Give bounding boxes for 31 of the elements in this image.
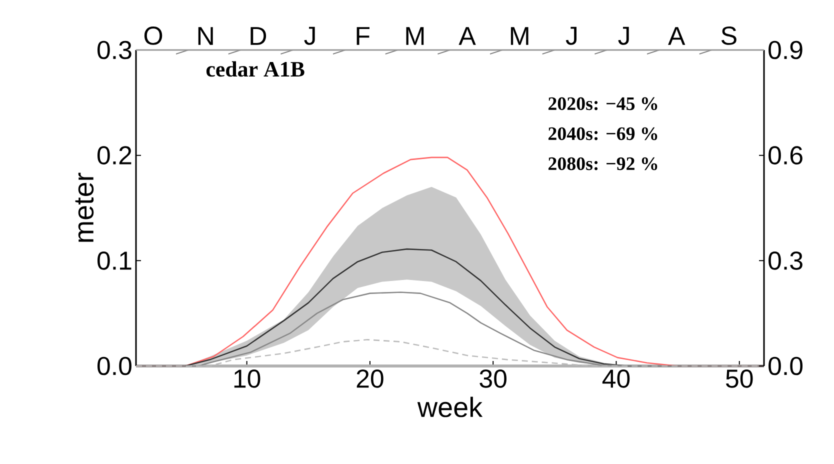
x-tick-label: 10 bbox=[234, 370, 260, 388]
text: O bbox=[144, 26, 162, 45]
text: M bbox=[510, 27, 528, 45]
x-tick-label: 20 bbox=[356, 370, 384, 388]
y-axis-title: meter bbox=[75, 172, 94, 242]
x-tick-label: 50 bbox=[726, 370, 753, 388]
annotation: 2080s: −92 % bbox=[548, 157, 658, 170]
text: S bbox=[721, 26, 736, 45]
text: J bbox=[304, 26, 315, 45]
text: M bbox=[406, 27, 424, 45]
text: J bbox=[566, 26, 576, 45]
x-tick-label: 30 bbox=[480, 370, 506, 388]
text: A bbox=[458, 27, 476, 45]
x-tick-label: 40 bbox=[602, 370, 630, 388]
y2-tick-label: 0.3 bbox=[768, 251, 802, 270]
x-axis-title: week bbox=[417, 396, 483, 418]
y-tick-label: 0.2 bbox=[97, 146, 132, 164]
annotation: 2020s: −45 % bbox=[548, 97, 658, 110]
y2-tick-label: 0.6 bbox=[768, 146, 802, 165]
annotation: 2040s: −69 % bbox=[548, 127, 658, 140]
y2-tick-label: 0.9 bbox=[768, 40, 802, 60]
chart-title: cedar A1B bbox=[206, 61, 304, 77]
text: D bbox=[250, 27, 266, 45]
text: F bbox=[356, 27, 370, 45]
text: A bbox=[668, 27, 686, 45]
y-tick-label: 0.1 bbox=[97, 251, 132, 270]
y2-tick-label: 0.0 bbox=[768, 356, 803, 376]
y-tick-label: 0.3 bbox=[97, 40, 132, 60]
text: J bbox=[618, 26, 629, 45]
text: N bbox=[198, 27, 213, 45]
y-tick-label: 0.0 bbox=[97, 356, 132, 376]
